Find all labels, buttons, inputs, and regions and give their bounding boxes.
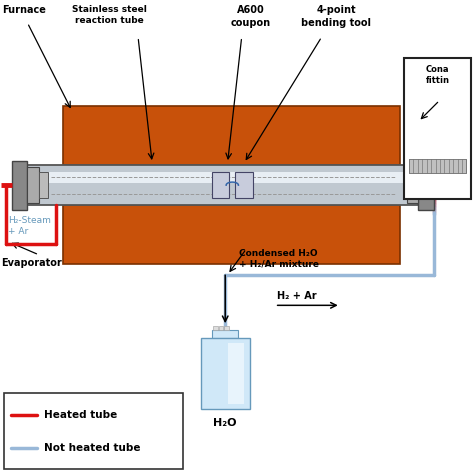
- FancyBboxPatch shape: [409, 159, 466, 173]
- FancyBboxPatch shape: [407, 167, 419, 203]
- FancyBboxPatch shape: [235, 172, 253, 198]
- Text: A600
coupon: A600 coupon: [231, 5, 271, 27]
- Text: Condensed H₂O
+ H₂/Ar mixture: Condensed H₂O + H₂/Ar mixture: [239, 249, 319, 269]
- FancyBboxPatch shape: [224, 326, 229, 330]
- FancyBboxPatch shape: [39, 172, 47, 198]
- Text: 4-point
bending tool: 4-point bending tool: [301, 5, 371, 27]
- FancyBboxPatch shape: [4, 393, 183, 469]
- Text: Furnace: Furnace: [2, 5, 46, 15]
- FancyBboxPatch shape: [212, 330, 238, 338]
- FancyBboxPatch shape: [201, 338, 250, 409]
- FancyBboxPatch shape: [211, 172, 229, 198]
- Text: Cona
fittin: Cona fittin: [426, 65, 450, 85]
- FancyBboxPatch shape: [27, 165, 419, 205]
- FancyBboxPatch shape: [12, 161, 27, 210]
- FancyBboxPatch shape: [228, 343, 244, 404]
- Text: Evaporator: Evaporator: [1, 258, 62, 268]
- Text: Heated tube: Heated tube: [44, 410, 117, 419]
- FancyBboxPatch shape: [219, 326, 223, 330]
- Text: H₂ + Ar: H₂ + Ar: [277, 291, 317, 301]
- FancyBboxPatch shape: [63, 205, 400, 264]
- Text: Not heated tube: Not heated tube: [44, 443, 140, 453]
- FancyBboxPatch shape: [404, 58, 471, 199]
- Text: H₂O: H₂O: [213, 419, 237, 428]
- FancyBboxPatch shape: [213, 326, 218, 330]
- Text: Stainless steel
reaction tube: Stainless steel reaction tube: [73, 5, 147, 25]
- FancyBboxPatch shape: [27, 167, 39, 203]
- FancyBboxPatch shape: [63, 107, 400, 165]
- FancyBboxPatch shape: [419, 161, 434, 210]
- FancyBboxPatch shape: [32, 173, 414, 183]
- Text: H₂-Steam
+ Ar: H₂-Steam + Ar: [9, 216, 51, 236]
